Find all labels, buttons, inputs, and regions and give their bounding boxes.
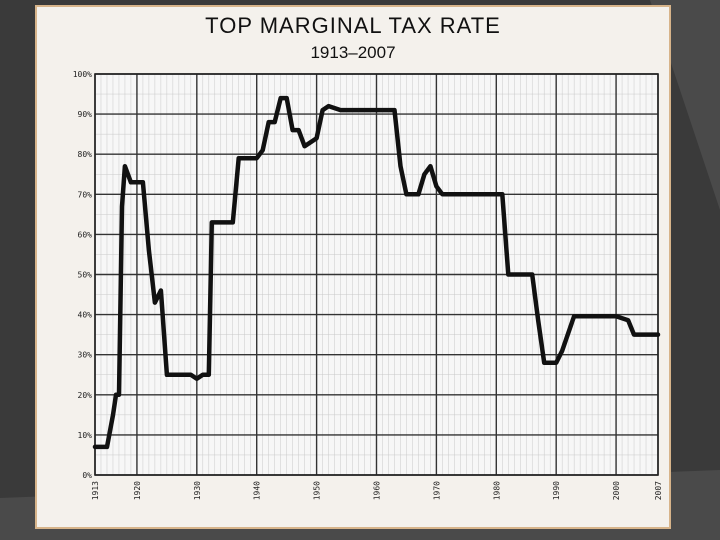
x-tick-label: 1990 (552, 481, 561, 500)
x-tick-label: 2007 (654, 481, 663, 500)
x-tick-label: 1940 (253, 481, 262, 500)
x-tick-label: 1920 (133, 481, 142, 500)
x-tick-label: 1970 (432, 481, 441, 500)
x-tick-label: 1960 (373, 481, 382, 500)
y-tick-label: 70% (78, 190, 93, 199)
x-tick-label: 1913 (91, 481, 100, 500)
y-tick-label: 20% (78, 391, 93, 400)
y-tick-label: 80% (78, 150, 93, 159)
series-line (92, 95, 661, 450)
line-chart: 0% 10% 20% 30% 40% 50% 60% 70% 80% 90% 100% 1913 192… (73, 70, 663, 500)
y-tick-label: 10% (78, 431, 93, 440)
y-tick-label: 90% (78, 110, 93, 119)
chart-title: TOP MARGINAL TAX RATE (205, 13, 501, 38)
y-tick-label: 30% (78, 351, 93, 360)
y-tick-label: 50% (78, 271, 93, 280)
plot-frame (94, 73, 659, 476)
y-tick-label: 100% (73, 70, 92, 79)
x-tick-label: 1980 (492, 481, 501, 500)
y-tick-label: 60% (78, 230, 93, 239)
y-tick-label: 0% (82, 471, 92, 480)
x-tick-label: 1950 (313, 481, 322, 500)
chart-subtitle: 1913–2007 (310, 43, 396, 62)
y-tick-label: 40% (78, 311, 93, 320)
x-tick-label: 2000 (612, 481, 621, 500)
chart-slide: TOP MARGINAL TAX RATE 1913–2007 0% 10% 20%… (35, 5, 671, 529)
x-tick-label: 1930 (193, 481, 202, 500)
